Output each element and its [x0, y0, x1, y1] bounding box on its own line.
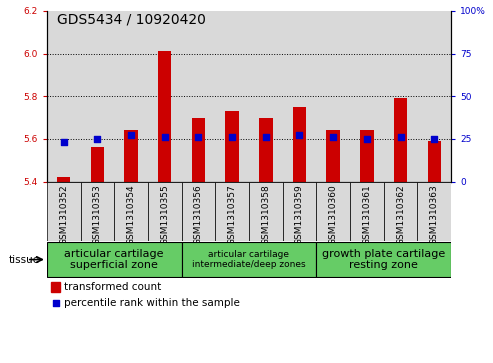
Point [228, 134, 236, 140]
Bar [350, 182, 384, 241]
Bar [57, 177, 70, 182]
Bar [47, 242, 181, 277]
Text: GSM1310357: GSM1310357 [228, 184, 237, 245]
Text: transformed count: transformed count [64, 282, 161, 292]
Point [262, 134, 270, 140]
Text: articular cartilage
intermediate/deep zones: articular cartilage intermediate/deep zo… [192, 250, 306, 269]
Bar [80, 182, 114, 241]
Bar [124, 130, 138, 182]
Text: GSM1310358: GSM1310358 [261, 184, 270, 245]
Point [94, 136, 102, 142]
Bar [181, 182, 215, 241]
Bar [215, 182, 249, 241]
Text: GSM1310363: GSM1310363 [430, 184, 439, 245]
Bar [326, 130, 340, 182]
Text: articular cartilage
superficial zone: articular cartilage superficial zone [65, 249, 164, 270]
Point [363, 136, 371, 142]
Bar [418, 182, 451, 241]
Bar [282, 182, 317, 241]
Text: GSM1310353: GSM1310353 [93, 184, 102, 245]
Bar [293, 107, 306, 182]
Bar [282, 11, 317, 181]
Bar [158, 52, 172, 182]
Bar [350, 11, 384, 181]
Bar [47, 182, 80, 241]
Text: growth plate cartilage
resting zone: growth plate cartilage resting zone [322, 249, 445, 270]
Point [60, 139, 68, 145]
Bar [80, 11, 114, 181]
Bar [360, 130, 374, 182]
Point [296, 132, 304, 138]
Bar [91, 147, 104, 182]
Text: GSM1310361: GSM1310361 [362, 184, 371, 245]
Text: GSM1310360: GSM1310360 [329, 184, 338, 245]
Bar [418, 11, 451, 181]
Bar [317, 242, 451, 277]
Point [127, 132, 135, 138]
Bar [114, 182, 148, 241]
Bar [249, 182, 282, 241]
Bar [427, 141, 441, 182]
Text: GSM1310359: GSM1310359 [295, 184, 304, 245]
Text: GSM1310355: GSM1310355 [160, 184, 169, 245]
Point [194, 134, 203, 140]
Bar [317, 11, 350, 181]
Bar [192, 118, 205, 182]
Bar [181, 242, 317, 277]
Bar [249, 11, 282, 181]
Bar [114, 11, 148, 181]
Point [161, 134, 169, 140]
Bar [317, 182, 350, 241]
Bar [51, 282, 60, 293]
Bar [259, 118, 273, 182]
Text: GSM1310362: GSM1310362 [396, 184, 405, 245]
Point [329, 134, 337, 140]
Text: GSM1310356: GSM1310356 [194, 184, 203, 245]
Bar [148, 182, 181, 241]
Text: GSM1310354: GSM1310354 [127, 184, 136, 245]
Bar [384, 182, 418, 241]
Bar [394, 98, 407, 182]
Text: tissue: tissue [8, 254, 39, 265]
Text: GSM1310352: GSM1310352 [59, 184, 68, 245]
Bar [384, 11, 418, 181]
Bar [215, 11, 249, 181]
Text: GDS5434 / 10920420: GDS5434 / 10920420 [57, 13, 206, 27]
Bar [225, 111, 239, 182]
Bar [47, 11, 80, 181]
Bar [181, 11, 215, 181]
Point [430, 136, 438, 142]
Point [396, 134, 404, 140]
Point [52, 300, 60, 306]
Bar [148, 11, 181, 181]
Text: percentile rank within the sample: percentile rank within the sample [64, 298, 240, 308]
